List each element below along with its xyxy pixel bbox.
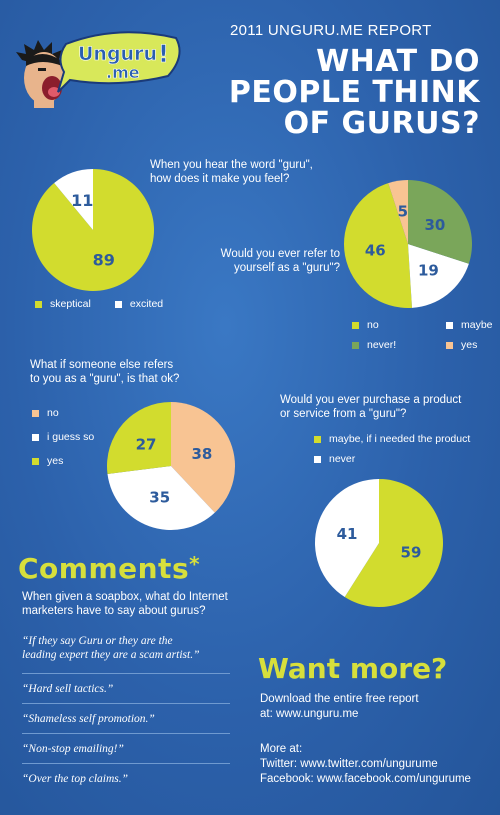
divider (22, 763, 230, 764)
facebook-link[interactable]: Facebook: www.facebook.com/ungurume (260, 773, 471, 785)
legend-swatch-yes (32, 457, 39, 465)
screaming-face-icon (16, 40, 66, 108)
legend-label-never: never (329, 453, 356, 465)
chart2-question: Would you ever refer to yourself as a "g… (220, 248, 340, 274)
pie-value-label: 19 (418, 262, 439, 280)
headline-line: WHAT DO (316, 44, 480, 79)
legend-label-yes: yes (461, 339, 478, 351)
legend-swatch-i-guess-so (32, 433, 39, 441)
legend-swatch-no (352, 321, 359, 329)
headline-line: OF GURUS? (283, 106, 480, 141)
comment-quote: “Non-stop emailing!” (22, 743, 124, 755)
comments-subtitle: When given a soapbox, what do Internet m… (22, 591, 228, 617)
chart2-legend: no maybe never! yes (352, 318, 500, 352)
legend-label-excited: excited (129, 298, 164, 310)
comments-asterisk: * (189, 552, 201, 576)
chart4-legend: maybe, if i needed the product never (314, 432, 470, 466)
pie-value-label: 38 (192, 445, 213, 463)
pie-value-label: 41 (337, 525, 358, 543)
headline: WHAT DO PEOPLE THINK OF GURUS? (150, 46, 480, 139)
chart4-question: Would you ever purchase a product or ser… (280, 394, 462, 420)
chart1-question: When you hear the word "guru", how does … (150, 159, 313, 185)
legend-label-no: no (47, 407, 59, 419)
divider (22, 703, 230, 704)
pie-slice-no (343, 183, 413, 308)
pie-slice-excited (54, 169, 93, 230)
comment-quote: “Over the top claims.” (22, 773, 129, 785)
legend-swatch-excited (114, 300, 122, 308)
logo-text-unguru: Unguru (78, 43, 157, 65)
download-url[interactable]: at: www.unguru.me (260, 708, 359, 720)
legend-label-no: no (367, 319, 379, 331)
pie-value-label: 46 (365, 242, 386, 260)
pie-value-label: 27 (136, 435, 157, 453)
chart3-legend: no i guess so yes (32, 406, 94, 468)
chart3-question: What if someone else refers to you as a … (30, 359, 180, 385)
legend-swatch-no (32, 409, 39, 417)
pie-slice-maybe-if-i-needed-the-product (344, 479, 443, 607)
pie-slice-never (408, 180, 472, 264)
pie-slice-yes (107, 402, 171, 475)
pie-slice-maybe (408, 244, 469, 308)
comment-quote: “If they say Guru or they are the leadin… (22, 635, 200, 661)
legend-label-never: never! (367, 339, 397, 351)
pie-value-label: 11 (71, 191, 93, 210)
want-more-title: Want more? (258, 652, 448, 685)
divider (22, 673, 230, 674)
legend-label-skeptical: skeptical (50, 298, 91, 310)
pie-value-label: 59 (401, 544, 422, 562)
pie-chart-others-refer: 38 35 27 (107, 402, 235, 530)
pie-chart-refer-yourself: 46 19 30 5 (343, 180, 472, 308)
legend-label-maybe-if-needed: maybe, if i needed the product (329, 433, 471, 445)
comment-quote: “Hard sell tactics.” (22, 683, 114, 695)
comments-title: Comments* (18, 552, 201, 585)
report-title: 2011 UNGURU.ME REPORT (230, 22, 432, 39)
twitter-link[interactable]: Twitter: www.twitter.com/ungurume (260, 758, 438, 770)
comment-quote: “Shameless self promotion.” (22, 713, 155, 725)
more-at-label: More at: (260, 743, 303, 755)
legend-swatch-maybe (446, 321, 453, 329)
legend-swatch-never (352, 341, 359, 349)
pie-chart-feel: 89 11 (31, 169, 154, 291)
pie-value-label: 35 (149, 489, 170, 507)
pie-slice-i-guess-so (107, 466, 215, 530)
legend-swatch-maybe-if-needed (314, 435, 321, 443)
pie-chart-purchase: 59 41 (315, 479, 443, 607)
logo-text-me: .me (106, 63, 140, 82)
download-text: Download the entire free report (260, 693, 419, 705)
pie-value-label: 89 (93, 251, 115, 270)
pie-slice-yes (388, 180, 408, 244)
headline-line: PEOPLE THINK (228, 75, 480, 110)
logo-bang: ! (158, 40, 169, 68)
pie-slice-no (171, 402, 235, 513)
pie-value-label: 30 (424, 216, 445, 234)
legend-swatch-yes (446, 341, 453, 349)
chart1-legend: skeptical excited (35, 297, 187, 311)
legend-swatch-never (314, 455, 321, 463)
divider (22, 733, 230, 734)
unguru-logo: Unguru ! .me (16, 31, 181, 108)
legend-label-i-guess-so: i guess so (47, 431, 95, 443)
pie-slice-never (315, 479, 379, 598)
legend-swatch-skeptical (35, 300, 42, 308)
legend-label-maybe: maybe (461, 319, 493, 331)
legend-label-yes: yes (47, 455, 64, 467)
pie-value-label: 5 (398, 203, 408, 221)
